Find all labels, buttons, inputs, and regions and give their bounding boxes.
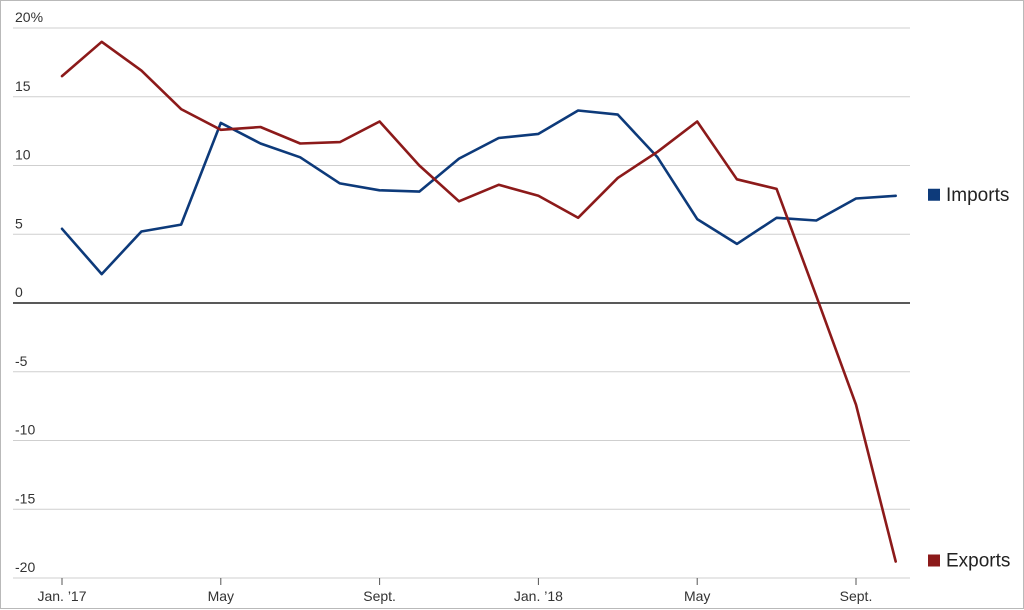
y-tick-label: 20%: [15, 9, 43, 25]
legend-label: Exports: [946, 551, 1010, 572]
legend-item-exports: Exports: [928, 551, 1010, 572]
legend-label: Imports: [946, 185, 1009, 206]
y-tick-label: 0: [15, 284, 23, 300]
legend-item-imports: Imports: [928, 185, 1009, 206]
legend: Imports Exports: [928, 185, 1010, 572]
x-tick-label: Sept.: [840, 588, 873, 604]
x-tick-label: May: [208, 588, 234, 604]
y-tick-label: 10: [15, 147, 31, 163]
series-line-imports: [60, 109, 898, 276]
y-axis-ticks: 20% 15 10 5 0 -5 -10 -15 -20: [15, 9, 43, 575]
y-tick-label: 5: [15, 215, 23, 231]
legend-swatch: [928, 188, 940, 201]
y-tick-label: 15: [15, 78, 31, 94]
y-tick-label: -20: [15, 559, 35, 575]
x-tick-label: Sept.: [363, 588, 396, 604]
x-tick-label: Jan. ’18: [514, 588, 563, 604]
x-tick-label: May: [684, 588, 710, 604]
y-tick-label: -15: [15, 490, 35, 506]
legend-swatch: [928, 554, 940, 567]
x-tick-label: Jan. ’17: [37, 588, 86, 604]
y-tick-label: -5: [15, 353, 28, 369]
gridlines: [13, 27, 910, 579]
series-line-exports: [60, 40, 898, 563]
y-tick-label: -10: [15, 422, 35, 438]
series-lines: [60, 40, 898, 563]
x-axis-ticks: Jan. ’17 May Sept. Jan. ’18 May Sept.: [37, 578, 872, 604]
